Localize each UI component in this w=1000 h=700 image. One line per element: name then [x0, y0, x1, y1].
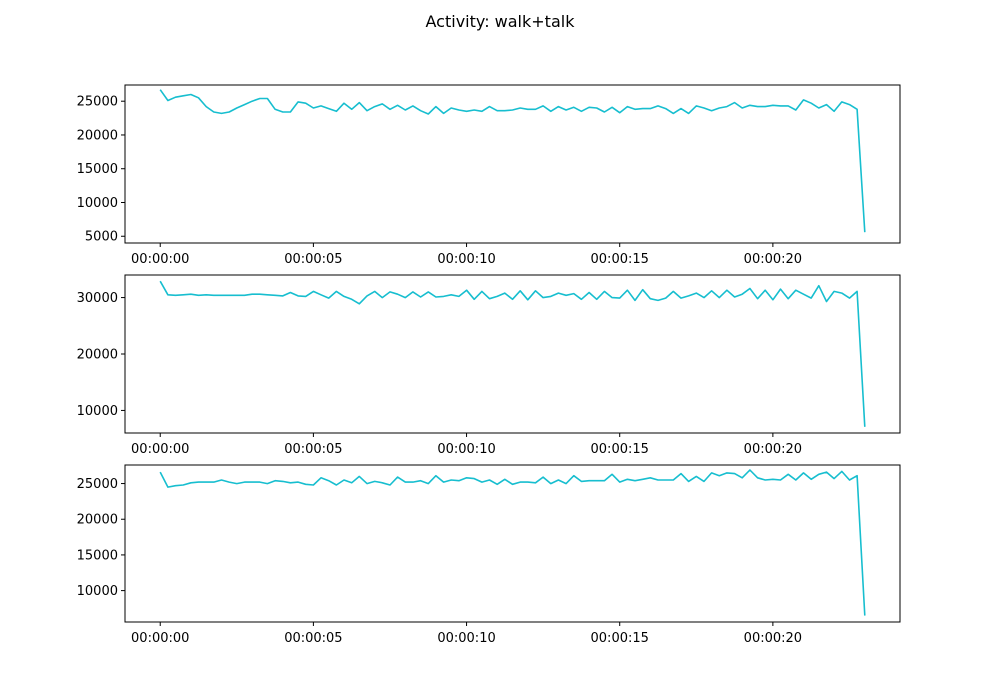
x-tick-label: 00:00:05 — [284, 252, 342, 267]
x-tick-label: 00:00:15 — [591, 442, 649, 457]
x-tick-label: 00:00:20 — [744, 631, 802, 646]
panel-3: 10000 15000 20000 25000 00:00:00 00:00:05 00:0… — [77, 464, 901, 646]
x-tick-label: 00:00:15 — [591, 252, 649, 267]
y-tick-label: 20000 — [77, 128, 118, 143]
axes-frame — [124, 464, 901, 623]
series-line — [159, 469, 866, 616]
x-tick-label: 00:00:10 — [437, 442, 495, 457]
y-tick-label: 10000 — [77, 196, 118, 211]
x-tick-label: 00:00:20 — [744, 442, 802, 457]
x-tick-label: 00:00:05 — [284, 631, 342, 646]
x-tick-label: 00:00:00 — [131, 442, 189, 457]
y-tick-label: 10000 — [77, 584, 118, 599]
chart-title: Activity: walk+talk — [426, 12, 576, 31]
series-line — [159, 280, 866, 427]
y-tick-label: 25000 — [77, 477, 118, 492]
x-tick-label: 00:00:15 — [591, 631, 649, 646]
y-tick-label: 5000 — [85, 230, 118, 245]
y-tick-label: 20000 — [77, 513, 118, 528]
x-tick-label: 00:00:05 — [284, 442, 342, 457]
panel-2: 10000 20000 30000 00:00:00 00:00:05 00:00:10 0… — [77, 274, 901, 457]
y-tick-label: 10000 — [77, 404, 118, 419]
x-tick-label: 00:00:10 — [437, 252, 495, 267]
x-tick-label: 00:00:10 — [437, 631, 495, 646]
y-tick-label: 30000 — [77, 291, 118, 306]
axes-frame — [124, 84, 901, 244]
panel-1: 5000 10000 15000 20000 25000 00:00:00 00:00:05… — [77, 84, 901, 267]
y-tick-label: 20000 — [77, 348, 118, 363]
x-tick-label: 00:00:00 — [131, 631, 189, 646]
x-tick-label: 00:00:20 — [744, 252, 802, 267]
x-tick-label: 00:00:00 — [131, 252, 189, 267]
y-tick-label: 15000 — [77, 162, 118, 177]
y-tick-label: 15000 — [77, 548, 118, 563]
series-line — [159, 89, 866, 233]
y-tick-label: 25000 — [77, 95, 118, 110]
